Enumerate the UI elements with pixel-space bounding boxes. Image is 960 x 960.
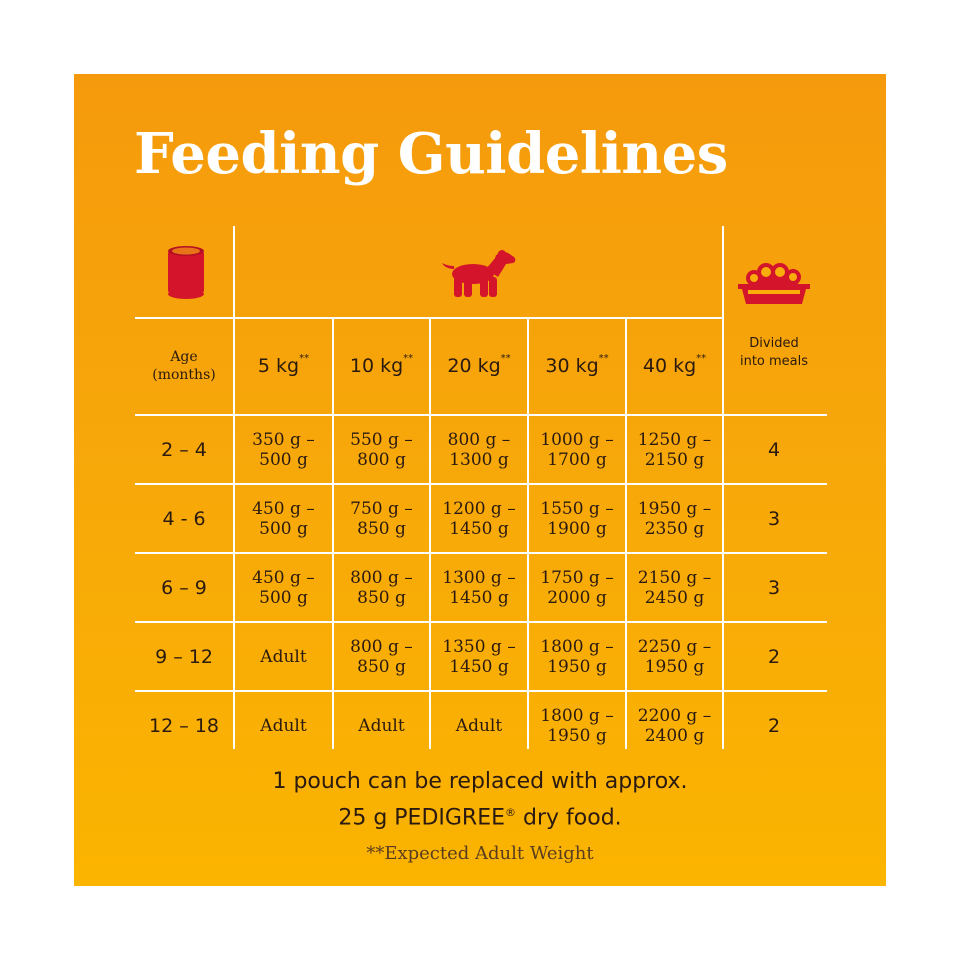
weight-header: 30 kg**	[545, 353, 609, 377]
amount-cell: 550 g –800 g	[350, 429, 413, 470]
page-title: Feeding Guidelines	[134, 121, 728, 187]
amount-cell: Adult	[358, 715, 405, 736]
amount-cell: 1800 g –1950 g	[540, 636, 614, 677]
food-bowl-icon	[736, 262, 812, 308]
grid-line	[332, 318, 334, 749]
meals-cell: 4	[767, 438, 781, 461]
amount-cell: Adult	[260, 715, 307, 736]
amount-cell: 2150 g –2450 g	[637, 567, 712, 608]
amount-cell: Adult	[260, 646, 307, 667]
weight-footnote: **Expected Adult Weight	[366, 843, 594, 864]
meals-cell: 2	[767, 714, 781, 737]
age-cell: 6 – 9	[161, 576, 207, 599]
grid-line	[135, 414, 827, 416]
amount-cell: 2250 g –1950 g	[637, 636, 712, 677]
weight-header: 10 kg**	[349, 353, 414, 377]
age-cell: 9 – 12	[155, 645, 213, 668]
amount-cell: 1950 g –2350 g	[637, 498, 712, 539]
grid-line	[625, 318, 627, 749]
meals-cell: 3	[767, 576, 781, 599]
amount-cell: 450 g –500 g	[252, 498, 315, 539]
replacement-note: 1 pouch can be replaced with approx. 25 …	[272, 769, 688, 831]
weight-header: 5 kg**	[257, 353, 310, 377]
grid-line	[527, 318, 529, 749]
amount-cell: 1550 g –1900 g	[540, 498, 614, 539]
grid-line	[135, 317, 723, 319]
grid-line	[135, 690, 827, 692]
puppy-icon	[440, 249, 518, 301]
grid-line	[722, 226, 724, 749]
weight-header: 40 kg**	[642, 353, 707, 377]
amount-cell: 1000 g –1700 g	[540, 429, 614, 470]
grid-line	[135, 483, 827, 485]
amount-cell: 1250 g –2150 g	[637, 429, 712, 470]
grid-line	[429, 318, 431, 749]
age-header: Age (months)	[152, 349, 216, 383]
amount-cell: 1350 g –1450 g	[442, 636, 516, 677]
amount-cell: 750 g –850 g	[350, 498, 413, 539]
amount-cell: 2200 g –2400 g	[637, 705, 712, 746]
age-cell: 2 – 4	[161, 438, 207, 461]
meals-cell: 3	[767, 507, 781, 530]
amount-cell: Adult	[455, 715, 503, 736]
amount-cell: 1800 g –1950 g	[540, 705, 614, 746]
amount-cell: 800 g –1300 g	[447, 429, 511, 470]
meals-cell: 2	[767, 645, 781, 668]
amount-cell: 1300 g –1450 g	[442, 567, 516, 608]
age-cell: 12 – 18	[149, 714, 219, 737]
pouch-can-icon	[166, 244, 206, 300]
amount-cell: 1200 g –1450 g	[442, 498, 516, 539]
amount-cell: 350 g –500 g	[252, 429, 315, 470]
grid-line	[233, 226, 235, 749]
amount-cell: 800 g –850 g	[350, 567, 413, 608]
grid-line	[135, 552, 827, 554]
grid-line	[135, 621, 827, 623]
amount-cell: 450 g –500 g	[252, 567, 315, 608]
amount-cell: 800 g –850 g	[350, 636, 413, 677]
meals-header: Divided into meals	[739, 336, 809, 369]
age-cell: 4 - 6	[162, 507, 206, 530]
feeding-guidelines-panel: Feeding Guidelines	[74, 74, 886, 886]
amount-cell: 1750 g –2000 g	[540, 567, 614, 608]
weight-header: 20 kg**	[447, 353, 511, 377]
